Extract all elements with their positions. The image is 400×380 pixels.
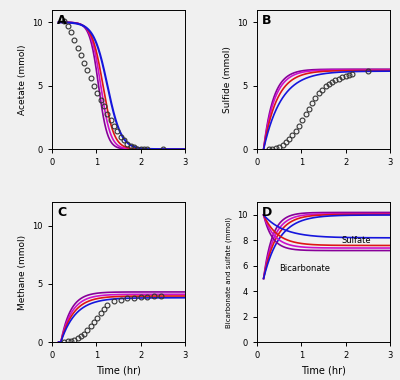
Text: B: B — [262, 14, 272, 27]
Text: C: C — [57, 206, 66, 220]
Text: Bicarbonate: Bicarbonate — [279, 264, 330, 273]
X-axis label: Time (hr): Time (hr) — [96, 366, 141, 375]
Y-axis label: Bicarbonate and sulfate (mmol): Bicarbonate and sulfate (mmol) — [225, 217, 232, 328]
X-axis label: Time (hr): Time (hr) — [301, 366, 346, 375]
Y-axis label: Methane (mmol): Methane (mmol) — [18, 234, 27, 310]
Text: D: D — [262, 206, 272, 220]
Text: A: A — [57, 14, 67, 27]
Text: Sulfate: Sulfate — [341, 236, 371, 245]
Y-axis label: Acetate (mmol): Acetate (mmol) — [18, 44, 27, 115]
Y-axis label: Sulfide (mmol): Sulfide (mmol) — [223, 46, 232, 113]
